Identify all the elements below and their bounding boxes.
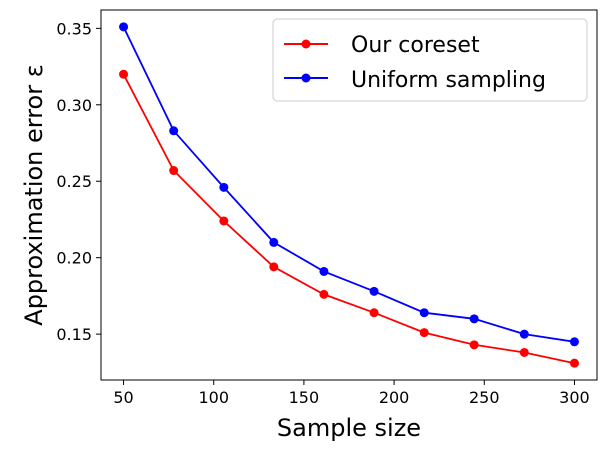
data-point-our-coreset bbox=[469, 340, 479, 350]
legend-marker-uniform-sampling bbox=[301, 73, 311, 83]
x-tick-label: 250 bbox=[469, 388, 500, 407]
data-point-our-coreset bbox=[269, 262, 279, 272]
axis-ticks: 50 100 150 200 250 300 0.15 0.20 0.25 0.30 0.35 bbox=[56, 19, 589, 407]
data-point-our-coreset bbox=[219, 216, 229, 226]
series-line-our-coreset bbox=[122, 73, 575, 365]
legend-label-uniform-sampling: Uniform sampling bbox=[351, 68, 546, 93]
data-point-our-coreset bbox=[319, 289, 329, 299]
data-point-our-coreset bbox=[369, 308, 379, 318]
data-point-uniform-sampling bbox=[469, 314, 479, 324]
data-point-uniform-sampling bbox=[169, 126, 179, 136]
series-layer bbox=[119, 22, 579, 368]
x-tick-label: 150 bbox=[289, 388, 320, 407]
series-line-uniform-sampling bbox=[122, 26, 575, 343]
data-point-uniform-sampling bbox=[369, 286, 379, 296]
data-point-uniform-sampling bbox=[419, 308, 429, 318]
data-point-uniform-sampling bbox=[519, 329, 529, 339]
x-tick-label: 200 bbox=[379, 388, 410, 407]
legend: Our coreset Uniform sampling bbox=[272, 18, 588, 102]
data-point-our-coreset bbox=[569, 358, 579, 368]
data-point-uniform-sampling bbox=[319, 266, 329, 276]
y-tick-label: 0.35 bbox=[56, 19, 92, 38]
data-point-uniform-sampling bbox=[269, 237, 279, 247]
data-point-our-coreset bbox=[169, 166, 179, 176]
legend-marker-our-coreset bbox=[301, 39, 311, 49]
y-tick-label: 0.30 bbox=[56, 96, 92, 115]
data-point-our-coreset bbox=[519, 347, 529, 357]
x-tick-label: 50 bbox=[113, 388, 133, 407]
y-tick-label: 0.15 bbox=[56, 325, 92, 344]
data-point-uniform-sampling bbox=[569, 337, 579, 347]
plot-frame bbox=[100, 9, 598, 381]
y-tick-label: 0.25 bbox=[56, 172, 92, 191]
legend-label-our-coreset: Our coreset bbox=[351, 33, 480, 58]
data-point-uniform-sampling bbox=[119, 22, 129, 32]
data-point-our-coreset bbox=[119, 69, 129, 79]
data-point-our-coreset bbox=[419, 328, 429, 338]
x-tick-label: 300 bbox=[559, 388, 590, 407]
y-tick-label: 0.20 bbox=[56, 249, 92, 268]
y-axis-label: Approximation error ε bbox=[20, 64, 48, 325]
legend-box bbox=[272, 18, 588, 102]
data-point-uniform-sampling bbox=[219, 182, 229, 192]
x-tick-label: 100 bbox=[198, 388, 229, 407]
x-axis-label: Sample size bbox=[277, 414, 421, 442]
